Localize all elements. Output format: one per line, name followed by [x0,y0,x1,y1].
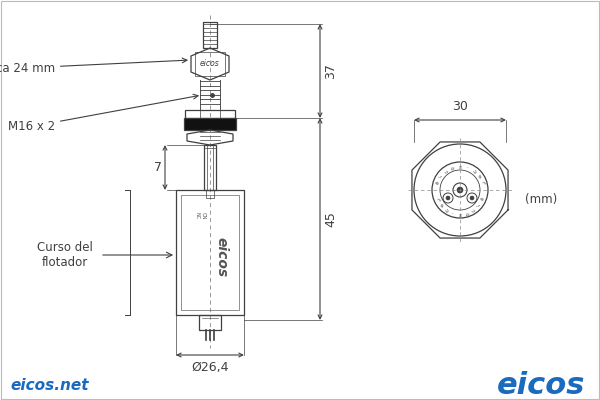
Circle shape [457,187,463,193]
Text: ON
NC: ON NC [194,212,205,220]
Text: i: i [439,173,443,178]
Text: e: e [438,202,444,208]
Text: s: s [458,212,461,216]
Text: eicos.net: eicos.net [10,378,89,392]
Text: eicos: eicos [215,238,229,278]
Text: 37: 37 [324,63,337,79]
Text: Ø26,4: Ø26,4 [191,361,229,374]
Bar [200,110,220,118]
Bar [184,118,236,130]
Circle shape [470,196,474,200]
Text: M16 x 2: M16 x 2 [8,94,198,133]
Bar [204,145,216,190]
Text: s: s [458,164,461,168]
Text: o: o [465,210,470,216]
Bar [206,190,214,198]
Text: n: n [471,167,476,173]
Text: eicos: eicos [200,60,220,68]
Text: eicos: eicos [497,370,585,400]
Bar [176,190,244,315]
Bar [203,22,217,48]
Bar [199,315,221,330]
Text: c: c [443,168,449,173]
Text: e: e [479,196,485,201]
Text: o: o [451,164,455,170]
Bar [195,52,225,76]
Text: Curso del
flotador: Curso del flotador [37,241,93,269]
Text: e: e [476,172,482,178]
Text: n: n [443,207,449,213]
Bar [181,195,239,310]
Text: e: e [434,179,440,184]
Text: .: . [451,210,454,216]
Text: t: t [480,180,485,184]
Text: i: i [476,202,481,207]
Text: 30: 30 [452,100,468,113]
Text: c: c [471,207,476,212]
Bar [185,110,235,118]
Text: 7: 7 [154,161,162,174]
Circle shape [446,196,450,200]
Text: .: . [466,164,469,170]
Text: Tuerca 24 mm: Tuerca 24 mm [0,58,187,75]
Text: t: t [435,196,440,200]
Text: 45: 45 [324,211,337,227]
Text: (mm): (mm) [525,194,557,206]
